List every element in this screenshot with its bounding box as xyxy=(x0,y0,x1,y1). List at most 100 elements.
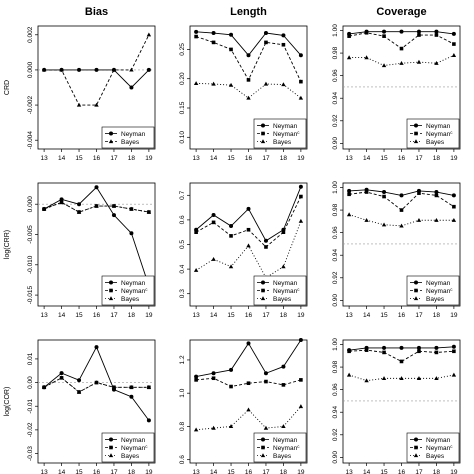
legend-marker xyxy=(261,445,265,450)
data-point-Neyman^c xyxy=(417,191,421,195)
data-point-Bayes xyxy=(76,389,82,394)
x-tick-label: 16 xyxy=(245,469,253,474)
y-tick-label: 0.96 xyxy=(332,383,339,396)
x-tick-label: 19 xyxy=(297,469,305,474)
data-point-Neyman xyxy=(129,231,134,236)
legend-label: Neyman xyxy=(426,280,451,287)
data-point-Neyman xyxy=(382,345,387,350)
legend-marker xyxy=(261,288,265,293)
y-tick-label: 0.01 xyxy=(27,352,34,365)
data-point-Neyman xyxy=(451,344,456,349)
data-point-Bayes xyxy=(281,264,286,269)
x-tick-label: 19 xyxy=(145,469,153,474)
data-point-Bayes xyxy=(416,217,422,222)
y-tick-label: 1.00 xyxy=(332,24,339,37)
x-tick-label: 17 xyxy=(262,469,270,474)
legend-marker xyxy=(260,139,266,144)
x-tick-label: 19 xyxy=(450,469,458,474)
x-tick-label: 18 xyxy=(433,155,441,162)
data-point-Bayes xyxy=(228,264,234,269)
data-point-Bayes xyxy=(263,81,269,86)
data-point-Neyman xyxy=(211,212,216,217)
y-tick-label: 0.92 xyxy=(332,114,339,127)
legend-marker xyxy=(413,296,419,301)
data-point-Bayes xyxy=(381,376,387,380)
data-point-Neyman xyxy=(59,197,64,202)
data-point-Neyman xyxy=(399,345,404,350)
legend-label: Bayes xyxy=(273,453,292,460)
column-title: Coverage xyxy=(376,6,426,18)
y-tick-label: 0.3 xyxy=(179,289,186,298)
row-label: log(CRR) xyxy=(4,230,11,259)
data-point-Bayes xyxy=(76,102,82,107)
y-tick-label: 0.98 xyxy=(332,46,339,59)
y-tick-label: 0.10 xyxy=(179,131,186,144)
legend-marker xyxy=(414,131,418,136)
data-point-Neyman xyxy=(246,206,251,211)
y-tick-label: -0.02 xyxy=(27,422,34,437)
panel-logCRR-Coverage: 13 14 15 16 17 18 19 0.90 0.92 0.94 0.96 0.98 1.00 Ne… xyxy=(332,181,461,319)
data-point-Bayes xyxy=(346,212,352,217)
legend-marker xyxy=(109,280,113,285)
legend-label: Neyman xyxy=(121,437,146,444)
data-point-Neyman^c xyxy=(194,230,198,234)
data-point-Bayes xyxy=(381,63,387,68)
panel-CRD-Length: 13 14 15 16 17 18 19 0.10 0.15 0.20 0.25 NeymanNeym… xyxy=(179,25,308,162)
data-point-Bayes xyxy=(298,404,304,409)
panel-CRD-Coverage: 13 14 15 16 17 18 19 0.90 0.92 0.94 0.96 0.98 1.00 Ne… xyxy=(332,24,461,162)
data-point-Neyman xyxy=(263,31,268,36)
data-point-Neyman^c xyxy=(399,46,404,51)
x-tick-label: 18 xyxy=(128,469,136,474)
data-point-Bayes xyxy=(94,380,99,385)
data-point-Neyman xyxy=(434,29,439,34)
data-point-Neyman xyxy=(229,224,234,229)
data-point-Neyman xyxy=(281,364,286,369)
x-tick-label: 13 xyxy=(345,155,353,162)
data-point-Neyman xyxy=(416,29,421,34)
data-point-Neyman^c xyxy=(347,34,351,38)
x-tick-label: 17 xyxy=(110,312,118,319)
data-point-Bayes xyxy=(281,424,286,429)
data-point-Neyman xyxy=(451,193,456,198)
legend-marker xyxy=(414,445,418,450)
legend-label: Neymanc xyxy=(273,443,300,452)
x-tick-label: 13 xyxy=(345,469,353,474)
data-point-Neyman^c xyxy=(299,79,303,84)
data-point-Bayes xyxy=(381,222,387,227)
y-tick-label: 0.20 xyxy=(179,72,186,85)
legend-label: Neymanc xyxy=(273,129,300,138)
data-point-Bayes xyxy=(246,407,251,412)
data-point-Neyman^c xyxy=(246,381,251,386)
data-point-Neyman xyxy=(194,374,199,379)
data-point-Neyman^c xyxy=(281,230,286,234)
data-point-Bayes xyxy=(94,102,99,107)
series-line-Neyman^c xyxy=(43,377,149,393)
data-point-Bayes xyxy=(228,82,234,87)
legend-label: Bayes xyxy=(121,296,140,303)
y-tick-label: 0.7 xyxy=(179,190,186,199)
x-tick-label: 19 xyxy=(297,312,305,319)
legend-label: Bayes xyxy=(121,139,140,146)
data-point-Neyman^c xyxy=(281,42,286,47)
x-tick-label: 15 xyxy=(380,155,388,162)
y-tick-label: 0.000 xyxy=(27,61,34,78)
x-tick-label: 18 xyxy=(433,469,441,474)
data-point-Bayes xyxy=(346,372,352,377)
legend-marker xyxy=(108,296,114,301)
data-point-Neyman^c xyxy=(382,34,386,38)
data-point-Neyman^c xyxy=(452,349,456,354)
legend-label: Neymanc xyxy=(426,443,453,452)
y-tick-label: 0.90 xyxy=(332,137,339,150)
data-point-Bayes xyxy=(146,32,152,37)
data-point-Neyman^c xyxy=(347,349,351,354)
data-point-Neyman xyxy=(281,33,286,38)
data-point-Neyman^c xyxy=(264,379,268,384)
legend-box xyxy=(101,126,155,149)
data-point-Neyman^c xyxy=(417,33,421,37)
data-point-Bayes xyxy=(41,385,47,389)
data-point-Neyman xyxy=(146,418,151,423)
legend-label: Bayes xyxy=(426,453,445,460)
legend-marker xyxy=(261,123,265,128)
x-tick-label: 19 xyxy=(145,312,153,319)
data-point-Bayes xyxy=(228,424,234,429)
